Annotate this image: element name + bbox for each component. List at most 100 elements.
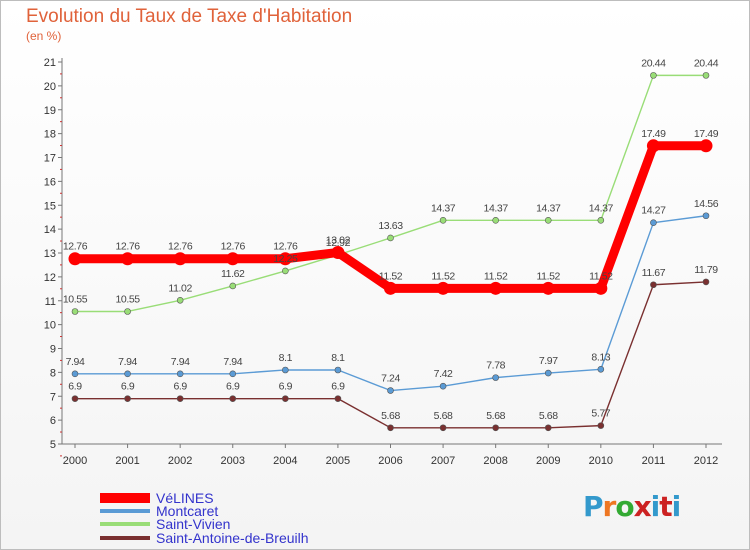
data-point (173, 252, 187, 266)
data-point (439, 382, 447, 390)
data-point (492, 216, 499, 224)
axes: 5 6 7 8 9 10 11 12 13 14 15 16 17 18 19 20 21 2000 2001 200… (44, 57, 722, 467)
data-label: 17.49 (641, 128, 666, 140)
data-point (650, 281, 657, 289)
data-label: 14.37 (536, 202, 561, 214)
chart-title: Evolution du Taux de Taxe d'Habitation (26, 6, 353, 27)
legend-item-saint-antoine-de-breuilh: Saint-Antoine-de-Breuilh (100, 530, 309, 546)
data-label: 11.67 (642, 267, 666, 279)
data-label: 7.94 (118, 356, 137, 368)
data-label: 14.56 (694, 198, 719, 210)
legend-swatch (100, 535, 150, 540)
proxiti-logo: Proxiti (583, 490, 681, 523)
legend-item-velines: VéLINES (100, 489, 214, 506)
data-label: 10.55 (63, 293, 88, 305)
data-point (71, 308, 79, 315)
data-label: 7.94 (171, 356, 190, 368)
data-label: 12.92 (326, 237, 351, 249)
data-point (436, 281, 450, 295)
x-tick-label: 2009 (536, 455, 560, 467)
data-point (699, 139, 713, 153)
data-point (68, 252, 82, 266)
y-tick-label: 12 (44, 272, 56, 284)
data-point (121, 252, 135, 266)
data-label: 6.9 (173, 381, 187, 393)
x-tick-label: 2012 (694, 455, 718, 467)
y-tick-label: 7 (50, 391, 56, 403)
data-point (71, 370, 79, 378)
logo-letter: t (659, 490, 672, 523)
y-tick-label: 16 (44, 176, 56, 188)
data-point (387, 387, 394, 394)
data-point (229, 395, 237, 402)
data-label: 12.76 (168, 241, 193, 253)
data-point (124, 308, 131, 315)
data-label: 5.68 (434, 410, 453, 422)
legend-swatch (100, 492, 150, 503)
logo-letter: i (650, 490, 661, 523)
x-tick-label: 2002 (168, 455, 192, 467)
data-point (229, 370, 237, 378)
x-tick-label: 2006 (378, 455, 402, 467)
data-point (334, 366, 342, 374)
data-label: 6.9 (226, 381, 240, 393)
x-tick-label: 2003 (221, 455, 245, 467)
legend-item-saint-vivien: Saint-Vivien (100, 516, 230, 532)
y-tick-label: 18 (44, 129, 56, 141)
data-point (439, 216, 447, 224)
y-tick-label: 15 (44, 200, 56, 212)
data-label: 6.9 (121, 381, 135, 393)
x-tick-label: 2004 (273, 455, 297, 467)
data-label: 12.76 (221, 241, 246, 253)
data-label: 5.68 (539, 410, 558, 422)
data-point (282, 395, 289, 402)
data-label: 5.68 (486, 410, 505, 422)
data-label: 12.76 (115, 241, 140, 253)
data-label: 7.42 (434, 368, 453, 380)
data-point (492, 424, 499, 432)
data-point (702, 72, 710, 79)
data-point (541, 281, 555, 295)
data-label: 5.68 (381, 410, 400, 422)
y-tick-label: 11 (45, 296, 56, 308)
y-tick-label: 6 (50, 415, 56, 427)
data-point (176, 395, 184, 402)
data-label: 6.9 (331, 381, 345, 393)
data-label: 6.9 (68, 381, 82, 393)
x-tick-label: 2005 (326, 455, 350, 467)
logo-letter: P (583, 490, 604, 523)
data-point (226, 252, 240, 266)
data-point (702, 212, 710, 220)
data-label: 13.02 (326, 235, 351, 247)
data-point (71, 395, 79, 402)
data-label: 11.52 (379, 270, 403, 282)
data-label: 8.1 (279, 352, 293, 364)
data-label: 7.97 (539, 355, 558, 367)
logo-letter: r (602, 490, 617, 523)
data-point (544, 424, 552, 432)
data-label: 12.76 (63, 241, 88, 253)
x-tick-label: 2000 (63, 455, 87, 467)
data-label: 11.62 (221, 268, 245, 280)
data-point (331, 246, 345, 260)
x-tick-label: 2007 (431, 455, 455, 467)
data-point (597, 365, 605, 373)
data-label: 5.77 (591, 408, 610, 420)
data-point (334, 395, 342, 402)
data-point (387, 424, 394, 432)
data-label: 7.94 (223, 356, 242, 368)
x-tick-label: 2011 (642, 455, 666, 467)
data-point (439, 424, 447, 432)
y-tick-label: 20 (44, 81, 56, 93)
data-point (597, 422, 605, 429)
data-labels: 12.76 12.76 12.76 12.76 12.76 13.02 11.52 11.52… (63, 57, 719, 421)
legend-label: VéLINES (156, 489, 214, 506)
data-label: 11.02 (168, 282, 192, 294)
data-label: 11.52 (589, 270, 613, 282)
y-tick-label: 19 (44, 105, 56, 117)
y-tick-label: 8 (50, 367, 56, 379)
legend-item-montcaret: Montcaret (100, 503, 218, 519)
y-tick-label: 21 (44, 57, 56, 69)
series-line-3 (74, 281, 707, 429)
data-point (387, 234, 394, 242)
